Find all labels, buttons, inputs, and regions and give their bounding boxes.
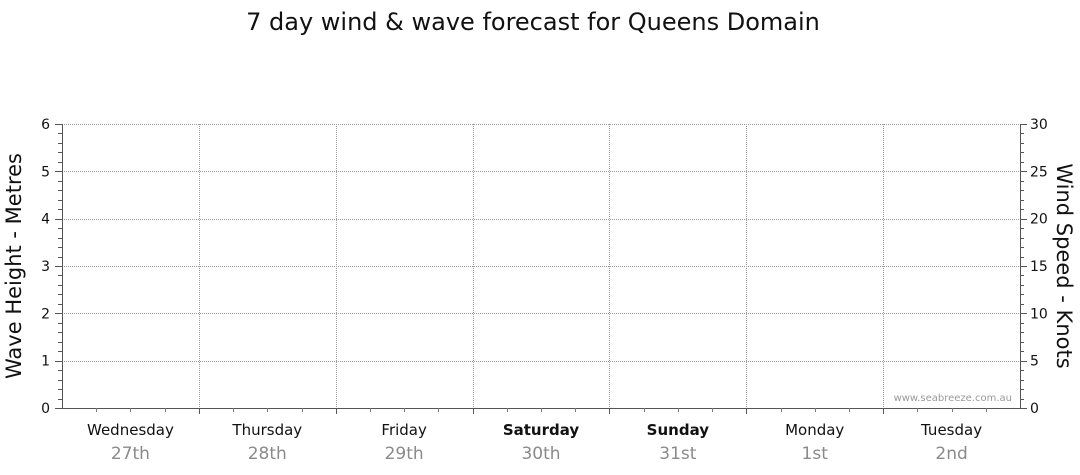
day-name-label: Thursday (231, 421, 302, 439)
axes (62, 124, 1021, 414)
day-name-label: Tuesday (920, 421, 982, 439)
day-date-label: 27th (111, 444, 150, 464)
right-tick-label: 10 (1030, 306, 1048, 322)
day-date-label: 29th (385, 444, 424, 464)
right-tick-label: 20 (1030, 212, 1048, 228)
day-name-label: Saturday (503, 421, 580, 439)
day-name-label: Sunday (647, 421, 710, 439)
left-tick-label: 3 (41, 259, 50, 275)
left-tick-label: 2 (41, 306, 50, 322)
left-axis-title: Wave Height - Metres (2, 153, 26, 379)
day-labels: Wednesday 27th Thursday 28th Friday 29th Satur… (87, 421, 982, 464)
right-tick-label: 15 (1030, 259, 1048, 275)
day-name-label: Friday (381, 421, 427, 439)
day-date-label: 31st (659, 444, 696, 464)
right-tick-label: 30 (1030, 117, 1048, 133)
day-date-label: 1st (802, 444, 829, 464)
right-axis-title: Wind Speed - Knots (1052, 163, 1076, 368)
chart-title: 7 day wind & wave forecast for Queens Do… (246, 8, 820, 36)
day-name-label: Monday (785, 421, 844, 439)
grid-lines (62, 124, 1020, 408)
left-tick-label: 0 (41, 401, 50, 417)
day-name-label: Wednesday (87, 421, 174, 439)
left-tick-label: 4 (41, 212, 50, 228)
day-date-label: 28th (248, 444, 287, 464)
left-axis-ticks: 0 1 2 3 4 5 6 (41, 117, 62, 417)
day-date-label: 2nd (935, 444, 967, 464)
left-tick-label: 5 (41, 164, 50, 180)
watermark: www.seabreeze.com.au (894, 393, 1012, 404)
day-date-label: 30th (521, 444, 560, 464)
right-tick-label: 25 (1030, 164, 1048, 180)
left-tick-label: 6 (41, 117, 50, 133)
right-tick-label: 5 (1030, 354, 1039, 370)
right-tick-label: 0 (1030, 401, 1039, 417)
right-axis-ticks: 0 5 10 15 20 25 30 (1020, 117, 1048, 417)
left-tick-label: 1 (41, 354, 50, 370)
